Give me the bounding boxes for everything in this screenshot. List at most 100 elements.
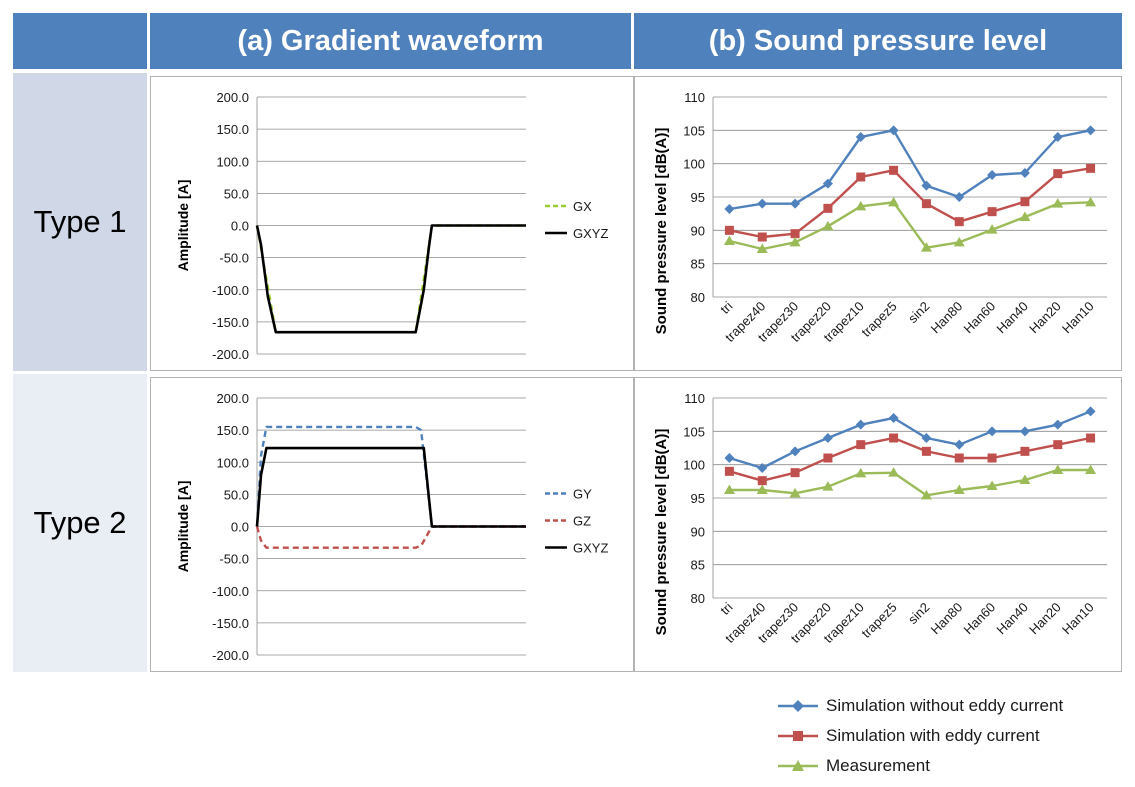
y-tick-label: 95: [691, 190, 705, 205]
y-tick-label: 110: [684, 391, 705, 406]
x-tick-label: sin2: [905, 600, 932, 627]
data-point-measurement: [1085, 464, 1097, 474]
x-tick-label: Han60: [961, 600, 999, 638]
type2-waveform-cell: 200.0 150.0 100.0 50.0 0.0 -50.0 -100.0 -150.0 -…: [150, 377, 634, 672]
row-label-type-1-text: Type 1: [33, 204, 127, 239]
type2-spl-chart: 80859095100105110tritrapez40trapez30trap…: [653, 391, 1107, 646]
data-point-simulation-without-eddy-current: [724, 204, 735, 214]
x-tick-label: Han80: [928, 600, 966, 638]
type2-waveform-chart: 200.0 150.0 100.0 50.0 0.0 -50.0 -100.0 -150.0 -…: [175, 391, 608, 663]
y-tick-label: 105: [683, 123, 705, 138]
data-point-simulation-with-eddy-current: [856, 440, 866, 450]
y-tick-label: 150.0: [216, 423, 249, 438]
y-tick-label: 50.0: [224, 487, 249, 502]
y-tick-label: -200.0: [212, 347, 249, 362]
type1-waveform-cell: 200.0 150.0 100.0 50.0 0.0 -50.0 -100.0 -150.0 -…: [150, 76, 634, 371]
data-point-measurement: [1085, 196, 1097, 207]
y-axis-label: Amplitude [A]: [175, 180, 191, 272]
data-point-measurement: [1052, 464, 1064, 474]
x-tick-label: Han80: [928, 299, 966, 337]
series-line-gz: [255, 525, 526, 549]
legend-marker-diamond: [778, 700, 818, 712]
data-point-simulation-with-eddy-current: [921, 199, 931, 209]
data-point-simulation-with-eddy-current: [790, 229, 800, 239]
header-sound-pressure-level: (b) Sound pressure level: [634, 13, 1122, 69]
data-point-simulation-with-eddy-current: [1053, 440, 1063, 450]
legend-label-gy: GY: [573, 487, 592, 502]
data-point-simulation-with-eddy-current: [954, 453, 964, 463]
legend-label-gxyz: GXYZ: [573, 226, 608, 241]
type2-spl-cell: 80 85 90 95 100 105 110 tri trapez40 trapez30 trap…: [634, 377, 1122, 672]
y-tick-label: 100: [683, 458, 705, 473]
y-tick-label: 150.0: [216, 122, 249, 137]
data-point-simulation-without-eddy-current: [1085, 406, 1096, 417]
legend-marker-triangle: [778, 760, 818, 771]
data-point-simulation-with-eddy-current: [987, 453, 997, 463]
row-label-type-2: Type 2: [13, 374, 147, 672]
y-tick-label: -100.0: [212, 283, 249, 298]
data-point-simulation-without-eddy-current: [987, 426, 998, 437]
data-point-measurement: [986, 480, 998, 490]
data-point-measurement: [723, 235, 735, 245]
y-axis-label: Sound pressure level [dB(A)]: [653, 128, 670, 335]
data-point-simulation-with-eddy-current: [790, 468, 800, 478]
data-point-simulation-without-eddy-current: [921, 180, 932, 191]
x-tick-label: trapez5: [858, 299, 899, 340]
data-point-measurement: [855, 200, 867, 211]
series-line-simulation-with-eddy-current: [729, 436, 1091, 482]
type1-waveform-chart: 200.0 150.0 100.0 50.0 0.0 -50.0 -100.0 -150.0 -…: [175, 90, 608, 362]
x-tick-label: Han40: [993, 299, 1031, 337]
y-tick-label: 95: [691, 491, 705, 506]
y-tick-label: 200.0: [216, 90, 249, 105]
header-corner: [13, 13, 147, 69]
data-point-measurement: [822, 481, 834, 491]
series-line-simulation-without-eddy-current: [729, 129, 1091, 211]
data-point-simulation-without-eddy-current: [888, 125, 899, 136]
data-point-simulation-with-eddy-current: [823, 453, 833, 463]
series-line-gx: [255, 224, 526, 334]
data-point-measurement: [723, 484, 735, 494]
x-tick-label: Han10: [1059, 600, 1097, 638]
series-line-gxyz: [255, 224, 526, 334]
y-tick-label: 90: [691, 223, 705, 238]
data-point-measurement: [888, 196, 900, 207]
data-point-simulation-with-eddy-current: [889, 165, 899, 175]
data-point-measurement: [920, 489, 932, 500]
y-tick-label: -150.0: [212, 315, 249, 330]
data-point-simulation-without-eddy-current: [757, 198, 768, 209]
data-point-simulation-without-eddy-current: [987, 170, 998, 180]
data-point-simulation-without-eddy-current: [921, 433, 932, 443]
series-line-gxyz: [255, 446, 526, 528]
x-tick-label: sin2: [905, 299, 932, 326]
data-point-measurement: [789, 487, 801, 498]
series-line-gy: [255, 425, 526, 528]
x-tick-label: Han20: [1026, 299, 1064, 337]
data-point-simulation-without-eddy-current: [724, 453, 735, 463]
x-tick-label: trapez5: [858, 600, 899, 641]
data-point-simulation-without-eddy-current: [822, 433, 833, 443]
series-line-simulation-without-eddy-current: [729, 410, 1092, 470]
row-label-type-2-text: Type 2: [33, 505, 127, 540]
data-point-measurement: [855, 467, 867, 478]
data-point-simulation-without-eddy-current: [855, 419, 866, 430]
legend-item-sim-without: Simulation without eddy current: [776, 694, 1116, 718]
data-point-simulation-without-eddy-current: [757, 463, 768, 473]
data-point-simulation-without-eddy-current: [1085, 125, 1096, 136]
y-tick-label: -100.0: [212, 584, 249, 599]
data-point-measurement: [789, 236, 801, 247]
type1-spl-cell: 80 85 90 95 100 105 110 tri trapez40 trapez30 trap…: [634, 76, 1122, 371]
legend-label-gz: GZ: [573, 514, 591, 529]
header-gradient-waveform-label: (a) Gradient waveform: [237, 24, 544, 57]
data-point-measurement: [1019, 211, 1031, 221]
type1-spl-chart: 80859095100105110tritrapez40trapez30trap…: [653, 90, 1107, 345]
data-point-measurement: [1019, 474, 1031, 484]
legend-item-measurement: Measurement: [776, 754, 1116, 778]
data-point-measurement: [888, 467, 900, 477]
x-tick-label: Han60: [961, 299, 999, 337]
y-tick-label: 100: [683, 157, 705, 172]
data-point-measurement: [756, 243, 768, 253]
data-point-simulation-with-eddy-current: [724, 466, 734, 476]
data-point-simulation-with-eddy-current: [856, 172, 866, 182]
row-label-type-1: Type 1: [13, 73, 147, 371]
data-point-simulation-with-eddy-current: [1086, 433, 1096, 443]
